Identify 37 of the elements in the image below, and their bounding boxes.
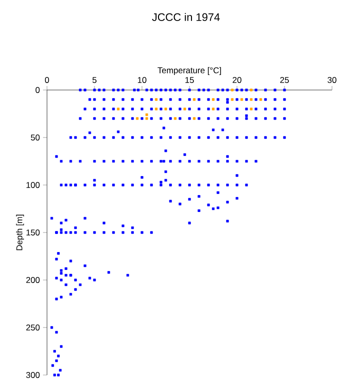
point bbox=[212, 98, 215, 101]
x-tick-label: 10 bbox=[138, 76, 146, 83]
point bbox=[192, 98, 196, 101]
x-tick-label: 0 bbox=[44, 76, 50, 83]
point bbox=[145, 113, 148, 116]
y-tick-label: 100 bbox=[26, 182, 40, 188]
x-tick-label: 30 bbox=[328, 76, 336, 83]
y-tick-label: 0 bbox=[36, 87, 40, 93]
point bbox=[250, 108, 253, 110]
point bbox=[116, 108, 120, 110]
point bbox=[145, 117, 148, 120]
point bbox=[192, 117, 196, 120]
point bbox=[230, 88, 234, 92]
y-tick-label: 250 bbox=[26, 324, 40, 330]
point bbox=[212, 108, 215, 110]
point bbox=[164, 108, 168, 110]
x-tick-label: 15 bbox=[185, 77, 194, 83]
point bbox=[183, 108, 186, 110]
chart-title: JCCC in 1974 bbox=[152, 12, 220, 22]
y-tick-label: 50 bbox=[30, 134, 40, 140]
point bbox=[230, 98, 234, 101]
y-tick-label: 300 bbox=[26, 372, 40, 378]
x-tick-label: 20 bbox=[232, 76, 242, 83]
point bbox=[174, 117, 177, 120]
point bbox=[250, 88, 253, 92]
point bbox=[136, 117, 139, 120]
y-tick-label: 200 bbox=[26, 277, 40, 283]
x-tick-label: 5 bbox=[92, 77, 97, 83]
point bbox=[154, 108, 158, 110]
x-axis-title: Temperature [°C] bbox=[158, 67, 221, 75]
point bbox=[259, 98, 262, 101]
point bbox=[154, 98, 158, 101]
point bbox=[250, 98, 253, 101]
y-axis-title: Depth [m] bbox=[16, 214, 24, 250]
point bbox=[240, 98, 244, 101]
x-tick-label: 25 bbox=[280, 76, 289, 83]
y-tick-label: 150 bbox=[26, 230, 40, 236]
